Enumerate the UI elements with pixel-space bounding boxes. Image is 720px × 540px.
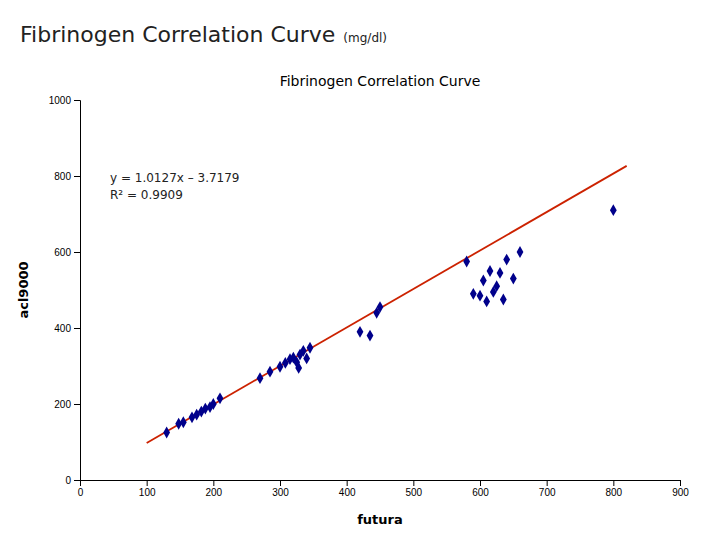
y-axis-tick-mark (74, 404, 80, 405)
y-axis-tick-label: 600 (54, 247, 71, 258)
x-axis-tick: 0 (78, 480, 84, 498)
scatter-layer (163, 204, 616, 438)
x-axis-tick-label: 600 (472, 487, 489, 498)
x-axis-tick-label: 800 (605, 487, 622, 498)
annotation-text: y = 1.0127x – 3.7179 (110, 171, 240, 185)
x-axis-tick-mark (347, 480, 348, 486)
x-axis-tick-label: 900 (672, 487, 689, 498)
point (367, 330, 374, 342)
y-axis-tick-label: 400 (54, 323, 71, 334)
point (497, 267, 504, 279)
x-axis-line (81, 481, 681, 487)
y-axis-tick: 400 (54, 323, 80, 334)
x-axis-tick-label: 700 (539, 487, 556, 498)
x-axis: 0 100 200 300 400 500 600 700 800 900 (78, 480, 690, 498)
y-axis-tick-label: 1000 (49, 95, 72, 106)
annotation-text: R² = 0.9909 (110, 188, 183, 202)
x-axis-tick-label: 0 (78, 487, 84, 498)
y-axis-tick: 200 (54, 399, 80, 410)
point (483, 296, 490, 308)
point (180, 416, 187, 428)
y-axis-line (74, 101, 81, 481)
x-axis-tick: 800 (605, 480, 622, 498)
chart-svg: Fibrinogen Correlation Curve(mg/dl)Fibri… (0, 0, 720, 540)
x-axis-tick-label: 200 (205, 487, 222, 498)
x-axis-tick-mark (547, 480, 548, 486)
y-axis-tick-mark (74, 100, 80, 101)
y-axis-tick: 600 (54, 247, 80, 258)
point (257, 372, 264, 384)
point (493, 280, 500, 292)
point (500, 294, 507, 306)
marks (147, 166, 627, 443)
x-axis-tick-mark (413, 480, 414, 486)
y-axis-tick: 800 (54, 171, 80, 182)
y-axis-tick: 1000 (49, 95, 80, 106)
point (503, 254, 510, 266)
point (480, 275, 487, 287)
x-axis-tick-mark (280, 480, 281, 486)
x-axis-tick: 100 (139, 480, 156, 498)
x-axis-tick: 300 (272, 480, 289, 498)
header: Fibrinogen Correlation Curve (mg/dl) (20, 22, 387, 47)
x-axis-tick-label: 100 (139, 487, 156, 498)
y-axis-tick: 0 (65, 475, 80, 486)
point (463, 256, 470, 268)
y-axis-tick-label: 0 (65, 475, 71, 486)
line-layer (147, 166, 627, 443)
y-axis-tick-mark (74, 328, 80, 329)
point (510, 273, 517, 285)
x-axis-tick-label: 400 (339, 487, 356, 498)
x-axis-tick-mark (613, 480, 614, 486)
x-axis-tick: 400 (339, 480, 356, 498)
plot: Fibrinogen Correlation Curve 0 100 200 300 40… (16, 73, 689, 527)
y-axis: 0 200 400 600 800 1000 (49, 95, 81, 486)
x-axis-tick-mark (213, 480, 214, 486)
point (470, 288, 477, 300)
x-axis-tick: 900 (672, 480, 689, 498)
point (377, 301, 384, 313)
y-axis-title: acl9000 (16, 261, 31, 318)
point (477, 290, 484, 302)
y-axis-tick-mark (74, 480, 80, 481)
x-axis-tick: 500 (405, 480, 422, 498)
annotation-background (107, 168, 243, 205)
x-axis-tick: 700 (539, 480, 556, 498)
y-axis-tick-mark (74, 252, 80, 253)
x-axis-tick: 600 (472, 480, 489, 498)
y-axis-tick-label: 800 (54, 171, 71, 182)
x-axis-tick-mark (680, 480, 681, 486)
page-title: Fibrinogen Correlation Curve (20, 22, 335, 47)
trend-line (147, 166, 627, 443)
x-axis-tick-label: 500 (405, 487, 422, 498)
page-subtitle: (mg/dl) (343, 31, 387, 45)
x-axis-title: futura (357, 512, 403, 527)
point (267, 366, 274, 378)
point (303, 353, 310, 365)
y-axis-tick-mark (74, 176, 80, 177)
x-axis-tick-mark (147, 480, 148, 486)
chart-title: Fibrinogen Correlation Curve (280, 73, 481, 89)
x-axis-tick-mark (480, 480, 481, 486)
x-axis-tick-label: 300 (272, 487, 289, 498)
x-axis-tick: 200 (205, 480, 222, 498)
point (163, 427, 170, 439)
point (487, 265, 494, 277)
point (295, 362, 302, 374)
point (307, 342, 314, 354)
point (217, 392, 224, 404)
annotation: y = 1.0127x – 3.7179 R² = 0.9909 (107, 168, 243, 205)
point (210, 398, 217, 410)
y-axis-tick-label: 200 (54, 399, 71, 410)
point (357, 326, 364, 338)
point (517, 246, 524, 258)
point (610, 204, 617, 216)
